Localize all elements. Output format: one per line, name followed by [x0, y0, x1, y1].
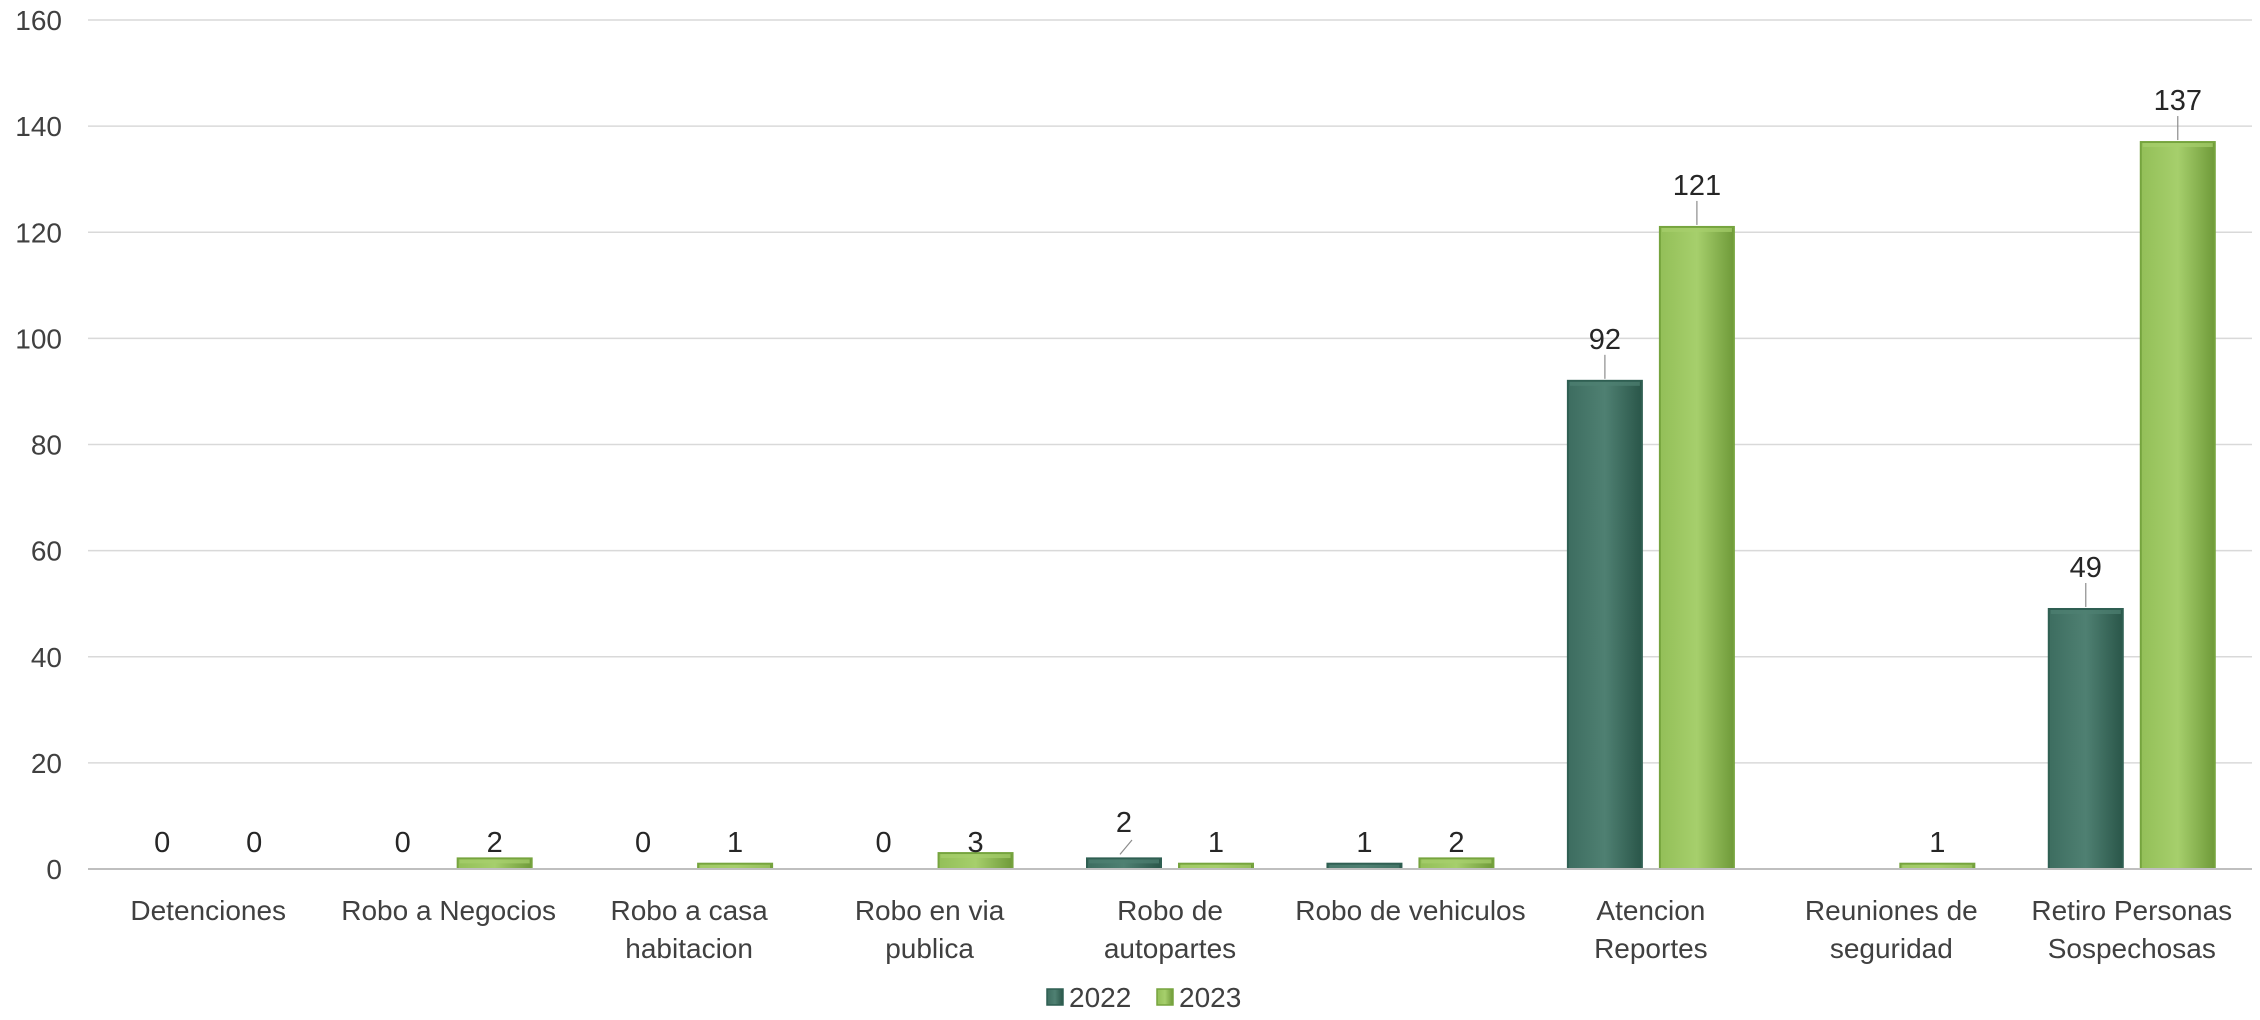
data-label-2023: 2 [487, 827, 503, 859]
gridlines [88, 19, 2252, 764]
data-label-2022: 1 [1356, 827, 1372, 859]
y-tick-label: 100 [15, 323, 62, 354]
category-label: Atencion [1596, 895, 1705, 926]
category-label: seguridad [1830, 933, 1953, 964]
bar-highlight [2050, 609, 2121, 614]
data-label-2022: 49 [2070, 552, 2102, 584]
bars [456, 141, 2216, 871]
bar-highlight [1421, 859, 1492, 864]
category-label: Retiro Personas [2031, 895, 2232, 926]
bar-highlight [1329, 864, 1400, 869]
bar-2022-8 [2047, 607, 2124, 871]
legend-label-2022: 2022 [1069, 982, 1131, 1013]
category-label: Robo en via [855, 895, 1005, 926]
data-label-2023: 3 [967, 827, 983, 859]
bar-highlight [1661, 227, 1732, 232]
y-tick-label: 160 [15, 5, 62, 36]
data-label-2022: 0 [635, 827, 651, 859]
category-label: Reportes [1594, 933, 1708, 964]
bar-highlight [2142, 143, 2213, 148]
category-label: Detenciones [130, 895, 286, 926]
bar-highlight [459, 859, 530, 864]
label-leader-line [1119, 839, 1133, 855]
bar-highlight [700, 864, 771, 869]
category-label: Robo de [1117, 895, 1223, 926]
category-label: Robo a casa [611, 895, 769, 926]
data-label-2023: 1 [727, 827, 743, 859]
category-label: Robo a Negocios [341, 895, 556, 926]
y-tick-label: 80 [31, 430, 62, 461]
data-label-2022: 0 [154, 827, 170, 859]
y-tick-label: 60 [31, 536, 62, 567]
y-tick-label: 120 [15, 217, 62, 248]
bar-highlight [1902, 864, 1973, 869]
y-axis-tick-labels: 0 20 40 60 80 100 120 140 160 [15, 5, 62, 885]
bar-2023-8 [2139, 141, 2216, 870]
y-tick-label: 0 [46, 854, 62, 885]
data-label-2022: 2 [1116, 807, 1132, 839]
bar-2023-6 [1658, 225, 1735, 871]
data-label-2023: 1 [1929, 827, 1945, 859]
data-label-2023: 2 [1448, 827, 1464, 859]
bar-2022-6 [1566, 379, 1643, 870]
bar-highlight [940, 854, 1011, 859]
legend-swatch-2022 [1046, 988, 1064, 1006]
data-label-2022: 92 [1589, 324, 1621, 356]
category-label: Robo de vehiculos [1295, 895, 1525, 926]
category-label: habitacion [625, 933, 753, 964]
category-label: Reuniones de [1805, 895, 1978, 926]
bar-highlight [1181, 864, 1251, 869]
category-label: publica [885, 933, 974, 964]
x-axis-category-labels: Detenciones Robo a Negocios Robo a casa hab… [130, 895, 2232, 964]
category-label: autopartes [1104, 933, 1236, 964]
data-label-2023: 0 [246, 827, 262, 859]
category-label: Sospechosas [2048, 933, 2216, 964]
y-tick-label: 40 [31, 642, 62, 673]
y-tick-label: 140 [15, 111, 62, 142]
legend-label-2023: 2023 [1179, 982, 1241, 1013]
data-label-2023: 1 [1208, 827, 1224, 859]
legend: 2022 2023 [1046, 982, 1241, 1013]
data-label-2022: 0 [395, 827, 411, 859]
data-label-2022: 0 [875, 827, 891, 859]
legend-swatch-2023 [1156, 988, 1174, 1006]
bar-highlight [1569, 381, 1640, 386]
data-label-2023: 121 [1673, 170, 1721, 202]
data-label-2023: 137 [2154, 85, 2202, 117]
bar-highlight [1089, 859, 1159, 864]
y-tick-label: 20 [31, 748, 62, 779]
